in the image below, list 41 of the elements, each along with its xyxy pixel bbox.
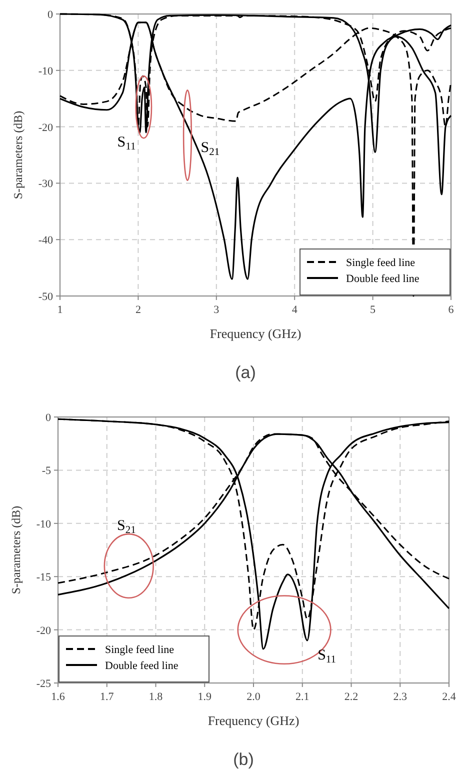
y-tick-label: -15	[36, 572, 52, 584]
y-tick-label: 0	[46, 412, 52, 424]
x-tick-label: 2.3	[393, 691, 408, 703]
x-axis-title: Frequency (GHz)	[210, 326, 302, 341]
x-tick-label: 6	[448, 304, 454, 316]
annotation: S$_{11}$	[318, 648, 336, 666]
y-axis-title: S-parameters (dB)	[11, 110, 25, 200]
legend-label: Single feed line	[346, 257, 416, 269]
x-tick-label: 1.6	[51, 691, 66, 703]
x-tick-label: 2.1	[296, 691, 310, 703]
x-tick-label: 3	[214, 304, 220, 316]
x-tick-label: 1.7	[100, 691, 114, 703]
legend-label: Double feed line	[105, 660, 178, 672]
x-tick-label: 1	[57, 304, 63, 316]
x-tick-label: 2.0	[246, 691, 261, 703]
y-tick-label: -30	[38, 178, 54, 190]
y-tick-label: -5	[42, 465, 52, 478]
y-tick-label: -40	[38, 234, 54, 247]
annotation: S$_{21}$	[200, 140, 220, 158]
x-tick-label: 1.8	[148, 691, 164, 703]
y-tick-label: -50	[38, 291, 54, 303]
x-tick-label: 5	[370, 304, 376, 316]
legend-label: Double feed line	[346, 273, 420, 285]
legend-label: Single feed line	[105, 644, 174, 656]
y-tick-label: -20	[36, 624, 52, 637]
x-tick-label: 4	[292, 304, 298, 316]
x-tick-label: 2	[135, 304, 141, 316]
y-tick-label: -20	[38, 122, 54, 134]
y-tick-label: -25	[36, 678, 52, 690]
annotation: S$_{11}$	[117, 134, 136, 152]
y-tick-label: 0	[48, 9, 54, 21]
annotation: S$_{21}$	[117, 518, 136, 536]
text: (a)	[235, 363, 256, 382]
y-axis-title: S-parameters (dB)	[9, 506, 23, 594]
y-tick-label: -10	[36, 518, 52, 530]
text: (b)	[233, 750, 254, 769]
x-tick-label: 1.9	[198, 691, 212, 703]
x-axis-title: Frequency (GHz)	[208, 713, 300, 728]
x-tick-label: 2.4	[442, 691, 456, 703]
y-tick-label: -10	[38, 65, 54, 78]
x-tick-label: 2.2	[344, 691, 358, 703]
